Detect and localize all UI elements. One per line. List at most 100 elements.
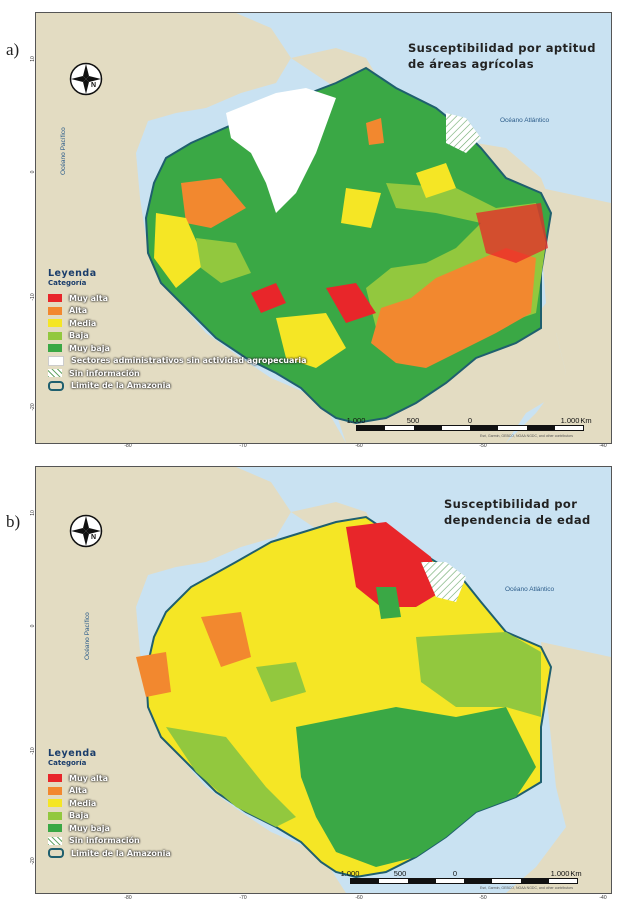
panel-a-bottom-ticks: -80 -70 -60 -50 -40 xyxy=(35,441,610,453)
scale-label: 0 xyxy=(467,416,473,425)
panel-a-credits: Esri, Garmin, GEBCO, NOAA NGDC, and othe… xyxy=(480,434,573,438)
land-brazil-east xyxy=(506,188,611,443)
legend-item-sin-info: Sin información xyxy=(48,835,171,848)
legend-label: Limite de la Amazonia xyxy=(71,381,171,391)
ocean-atlantic-label: Océano Atlántico xyxy=(500,117,550,124)
scale-label: 500 xyxy=(406,416,420,425)
legend-heading: Leyenda xyxy=(48,748,97,759)
patch-media-south xyxy=(276,313,346,368)
legend-item-sin-actividad: Sectores administrativos sin actividad a… xyxy=(48,355,307,368)
legend-item-alta: Alta xyxy=(48,305,307,318)
patch-media-north xyxy=(416,163,456,198)
legend-label: Baja xyxy=(69,811,89,821)
title-line-1: Susceptibilidad por xyxy=(444,497,578,511)
panel-a-map-canvas xyxy=(36,13,611,443)
north-label: N xyxy=(91,82,96,89)
legend-label: Alta xyxy=(69,786,88,796)
tick-lon: -70 xyxy=(239,443,247,449)
patch-alta-west xyxy=(136,652,171,697)
tick-lon: -80 xyxy=(124,443,132,449)
legend-swatch xyxy=(48,811,62,820)
patch-muy-alta xyxy=(326,283,376,323)
legend-subheading: Categoría xyxy=(48,759,87,767)
legend-item-baja: Baja xyxy=(48,810,171,823)
north-arrow-icon: N xyxy=(69,62,103,96)
legend-item-alta: Alta xyxy=(48,785,171,798)
patch-media-center xyxy=(341,188,381,228)
patch-baja-east xyxy=(416,632,541,717)
panel-b-map-canvas xyxy=(36,467,611,893)
legend-item-media: Media xyxy=(48,317,307,330)
legend-swatch xyxy=(48,331,62,340)
legend-item-limite: Limite de la Amazonia xyxy=(48,380,307,393)
legend-label: Limite de la Amazonia xyxy=(71,848,171,858)
legend-swatch xyxy=(48,306,62,315)
panel-b-letter: b) xyxy=(6,512,21,531)
scale-label: 1.000 xyxy=(550,869,570,878)
title-line-2: dependencia de edad xyxy=(444,513,591,527)
tick-lon: -80 xyxy=(124,895,132,901)
patch-baja-center xyxy=(256,662,306,702)
legend-item-muy-baja: Muy baja xyxy=(48,822,171,835)
panel-b-credits: Esri, Garmin, GEBCO, NOAA NGDC, and othe… xyxy=(480,886,573,890)
legend-swatch xyxy=(48,380,64,391)
panel-b-legend: Leyenda Categoría Muy alta Alta Media Ba… xyxy=(48,748,171,860)
legend-label: Sectores administrativos sin actividad a… xyxy=(71,356,307,366)
ocean-pacific-label: Océano Pacífico xyxy=(84,612,91,660)
legend-item-limite: Limite de la Amazonia xyxy=(48,847,171,860)
legend-heading: Leyenda xyxy=(48,268,97,279)
ocean-atlantic-label: Océano Atlántico xyxy=(505,586,555,593)
patch-muy-alta xyxy=(346,522,441,607)
panel-a-title: Susceptibilidad por aptitud de áreas agr… xyxy=(408,40,596,72)
scale-label: 500 xyxy=(393,869,407,878)
legend-item-media: Media xyxy=(48,797,171,810)
patch-muy-baja-north xyxy=(376,587,401,619)
tick-lon: -70 xyxy=(239,895,247,901)
panel-a-letter: a) xyxy=(6,40,20,59)
patch-alta-north xyxy=(366,118,384,145)
legend-label: Alta xyxy=(69,306,88,316)
panel-b-title: Susceptibilidad por dependencia de edad xyxy=(444,496,591,528)
patch-baja-south xyxy=(166,727,296,827)
ocean-pacific-label: Océano Pacífico xyxy=(60,127,67,175)
legend-label: Media xyxy=(69,798,97,808)
panel-a-scale-bar: 1.000 500 0 1.000 Km xyxy=(347,416,592,431)
patch-muy-alta-west xyxy=(251,283,286,313)
legend-item-sin-info: Sin información xyxy=(48,367,307,380)
legend-swatch xyxy=(48,799,62,808)
patch-sin-informacion xyxy=(446,113,481,153)
scale-unit: Km xyxy=(580,416,592,425)
legend-label: Muy alta xyxy=(69,773,109,783)
legend-swatch xyxy=(48,848,64,859)
legend-swatch xyxy=(48,824,62,833)
title-line-2: de áreas agrícolas xyxy=(408,57,534,71)
legend-label: Sin información xyxy=(69,368,140,378)
patch-muy-alta-east xyxy=(476,203,548,263)
panel-b-bottom-ticks: -80 -70 -60 -50 -40 xyxy=(35,893,610,905)
legend-label: Muy baja xyxy=(69,343,110,353)
patch-sin-informacion xyxy=(421,562,466,602)
legend-label: Media xyxy=(69,318,97,328)
land-brazil-east xyxy=(506,642,611,893)
panel-a-legend: Leyenda Categoría Muy alta Alta Media Ba… xyxy=(48,268,307,392)
legend-label: Muy alta xyxy=(69,293,109,303)
land-west xyxy=(36,467,346,893)
legend-swatch xyxy=(48,344,62,353)
legend-item-baja: Baja xyxy=(48,330,307,343)
scale-label: 1.000 xyxy=(340,869,360,878)
legend-swatch xyxy=(48,786,62,795)
tick-lon: -50 xyxy=(479,895,487,901)
tick-lon: -40 xyxy=(599,443,607,449)
legend-swatch xyxy=(48,369,62,378)
legend-label: Baja xyxy=(69,331,89,341)
legend-item-muy-alta: Muy alta xyxy=(48,292,307,305)
patch-alta xyxy=(201,612,251,667)
north-label: N xyxy=(91,534,96,541)
legend-swatch xyxy=(48,774,62,783)
legend-item-muy-alta: Muy alta xyxy=(48,772,171,785)
legend-subheading: Categoría xyxy=(48,279,87,287)
panel-a-map xyxy=(35,12,612,444)
legend-swatch xyxy=(48,294,62,303)
patch-alta-south xyxy=(371,248,536,368)
tick-lon: -50 xyxy=(479,443,487,449)
